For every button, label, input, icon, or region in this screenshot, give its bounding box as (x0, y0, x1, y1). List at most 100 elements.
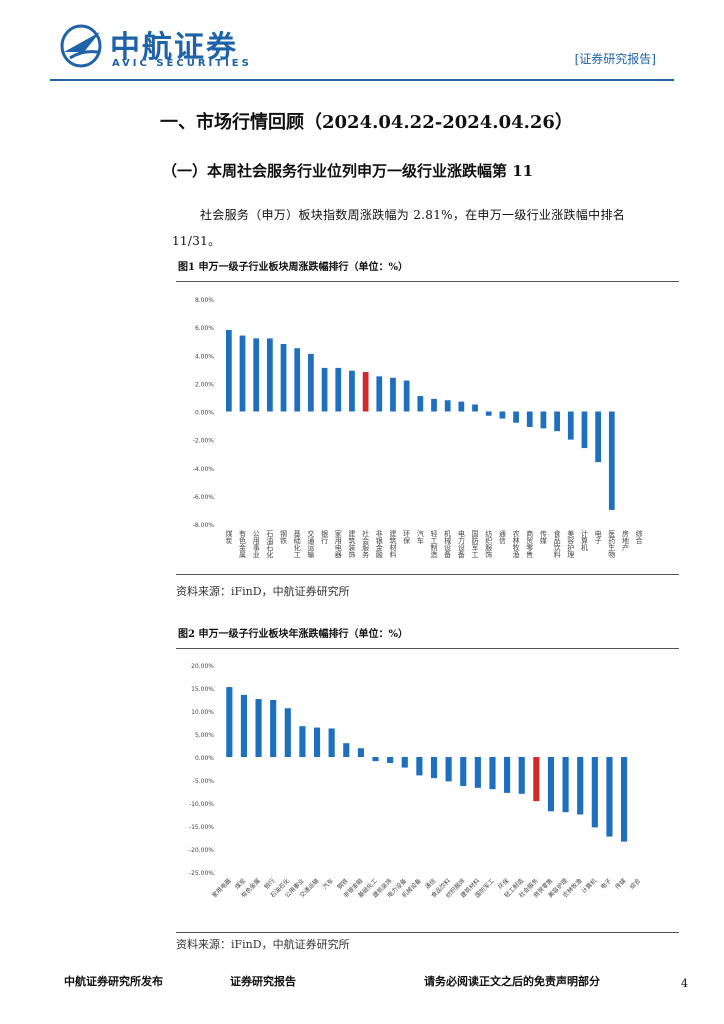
bar (313, 727, 321, 757)
category-label: 基础化工 (293, 529, 301, 558)
bar (430, 757, 438, 779)
bar (240, 694, 248, 757)
bar (595, 411, 602, 463)
bar (401, 757, 408, 768)
figure1-source: 资料来源：iFinD，中航证券研究所 (176, 585, 350, 598)
bar (581, 411, 588, 449)
figure2-bottom-rule (176, 932, 679, 933)
bar (225, 329, 232, 412)
category-label: 电子 (599, 877, 613, 891)
bar (349, 370, 355, 412)
bar (403, 380, 410, 412)
y-tick-label: 0.00% (195, 410, 214, 417)
y-tick-label: -25.00% (189, 870, 214, 877)
bar (253, 338, 260, 412)
header-divider (50, 79, 674, 81)
y-tick-label: 6.00% (195, 325, 214, 332)
category-label: 国防军工 (471, 530, 479, 558)
category-label: 机械设备 (444, 529, 452, 559)
figure2-top-rule (176, 648, 679, 649)
category-label: 汽车 (321, 877, 335, 891)
category-label: 商贸零售 (526, 529, 534, 559)
bar (485, 411, 492, 416)
category-label: 石油石化 (266, 530, 274, 559)
category-label: 煤炭 (225, 529, 233, 545)
bar (280, 344, 287, 412)
bar (299, 726, 306, 757)
category-label: 电子 (594, 529, 602, 544)
bar (513, 411, 519, 423)
category-label: 交通运输 (307, 529, 315, 559)
bar (294, 348, 301, 412)
y-tick-label: -2.00% (193, 438, 215, 445)
bar (335, 367, 342, 412)
bar (270, 699, 277, 757)
y-tick-label: 15.00% (191, 686, 214, 693)
bar (321, 367, 328, 412)
weekly-change-bar-chart: 8.00% 6.00% 4.00% 2.00% 0.00% -2.00% -4.00% -6.… (193, 297, 643, 559)
category-label: 汽车 (416, 529, 424, 545)
report-type-tag: [证券研究报告] (574, 52, 656, 66)
bar (445, 757, 452, 782)
category-label: 电力设备 (457, 529, 465, 559)
y-tick-label: -5.00% (193, 778, 215, 785)
category-label: 计算机 (580, 877, 598, 895)
bar (239, 335, 246, 412)
logo-chinese-name: 中航证券 (110, 30, 238, 65)
bar (387, 757, 394, 763)
y-tick-label: 8.00% (195, 297, 214, 304)
category-label: 房地产 (621, 529, 629, 552)
category-label: 非银金融 (375, 529, 383, 559)
figure1-bottom-rule (176, 574, 679, 575)
category-label: 社会服务 (362, 529, 370, 559)
page-number: 4 (681, 977, 688, 990)
category-label: 医药生物 (608, 530, 616, 559)
y-tick-label: 5.00% (195, 732, 214, 739)
category-label: 传媒 (613, 877, 627, 891)
bar (608, 411, 615, 510)
bar (284, 708, 291, 757)
category-label: 食品饮料 (553, 529, 561, 559)
bar (489, 757, 496, 790)
y-tick-label: -6.00% (193, 494, 215, 501)
category-label: 家用电器 (210, 877, 233, 900)
bar (362, 371, 369, 412)
category-label: 通信 (498, 529, 506, 545)
bar (431, 398, 437, 412)
bar (518, 757, 525, 794)
bar (416, 757, 423, 776)
bar (474, 757, 481, 788)
category-label: 纺织服饰 (485, 529, 493, 559)
figure2-caption: 图2 申万一级子行业板块年涨跌幅排行（单位：%） (178, 629, 408, 640)
bar (226, 687, 233, 757)
bar (562, 757, 569, 813)
category-label: 美容护理 (567, 529, 575, 558)
bar (308, 353, 314, 412)
y-tick-label: -10.00% (189, 801, 214, 808)
bar (620, 757, 628, 842)
avic-logo-icon (60, 24, 102, 68)
category-label: 综合 (628, 877, 642, 891)
category-label: 计算机 (580, 529, 588, 552)
category-label: 轻工制造 (430, 529, 438, 559)
bar (554, 411, 560, 432)
category-label: 有色金属 (239, 529, 247, 559)
bar (499, 411, 506, 419)
figure1-caption: 图1 申万一级子行业板块周涨跌幅排行（单位：%） (178, 262, 408, 273)
category-label: 银行 (321, 529, 329, 545)
body-paragraph: 社会服务（申万）板块指数周涨跌幅为 2.81%，在申万一级行业涨跌幅中排名 11… (172, 208, 626, 248)
y-tick-label: 10.00% (191, 709, 214, 716)
y-tick-label: -20.00% (189, 847, 214, 854)
bar (376, 376, 383, 412)
annual-change-bar-chart: 20.00% 15.00% 10.00% 5.00% 0.00% -5.00% -10.00… (189, 663, 642, 900)
bar (458, 401, 465, 412)
category-label: 传媒 (539, 529, 547, 545)
y-tick-label: 0.00% (195, 755, 214, 762)
bar (577, 757, 584, 815)
section-title: 一、市场行情回顾（2024.04.22-2024.04.26） (160, 112, 573, 133)
y-tick-label: 4.00% (195, 353, 214, 360)
bar (444, 400, 451, 412)
bar (533, 757, 540, 802)
category-label: 综合 (635, 529, 643, 545)
bar (266, 338, 273, 412)
